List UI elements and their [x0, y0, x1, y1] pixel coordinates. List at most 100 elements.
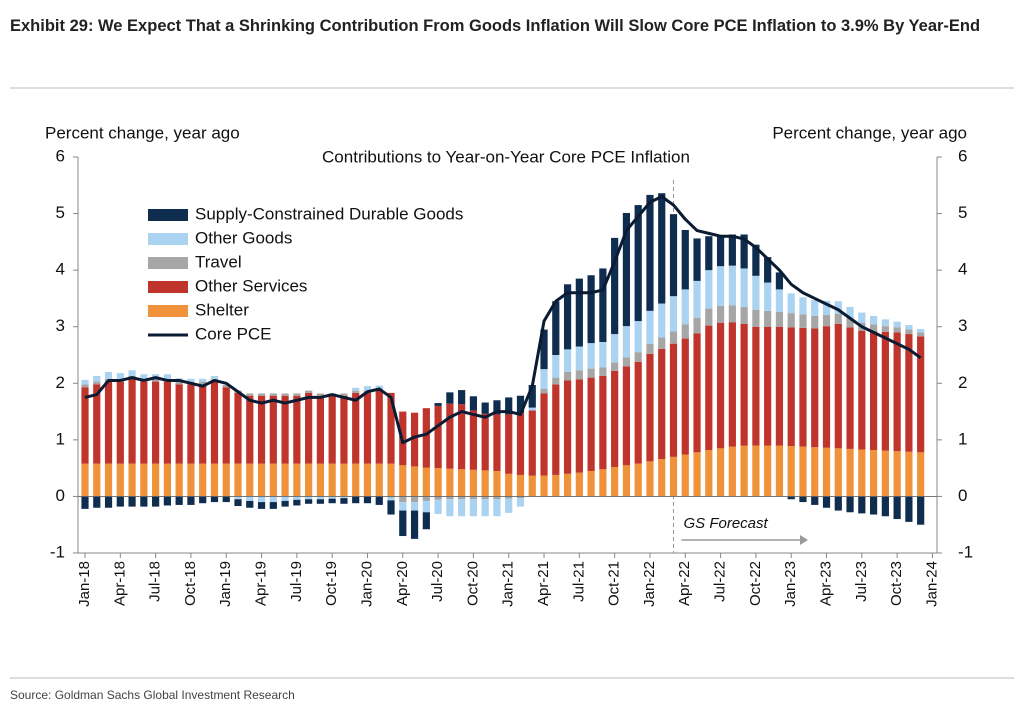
bar-segment — [493, 496, 501, 500]
x-tick-label: Oct-21 — [606, 561, 623, 606]
bar-segment — [257, 502, 266, 509]
bar-segment — [752, 275, 760, 310]
bar-segment — [410, 510, 419, 539]
bar-segment — [152, 496, 160, 507]
bar-segment — [281, 393, 289, 396]
bar-segment — [634, 463, 642, 497]
bar-segment — [422, 408, 430, 468]
bar-segment — [622, 357, 631, 367]
bar-segment — [669, 456, 678, 497]
bar-segment — [705, 270, 713, 309]
bar-segment — [740, 323, 748, 446]
bar-segment — [917, 336, 925, 453]
x-tick-label: Jul-22 — [712, 561, 729, 602]
x-tick-label: Apr-21 — [535, 561, 552, 606]
bar-segment — [199, 463, 207, 497]
y2-axis-label: Percent change, year ago — [772, 123, 967, 142]
y2-tick-label: 2 — [958, 373, 967, 392]
bar-segment — [434, 468, 442, 497]
bar-segment — [552, 377, 560, 385]
bar-segment — [563, 371, 572, 381]
bar-segment — [163, 381, 171, 464]
bar-segment — [858, 312, 866, 323]
bar-segment — [234, 499, 242, 507]
bar-segment — [81, 387, 89, 464]
bar-segment — [540, 388, 548, 394]
bar-segment — [905, 451, 913, 497]
bar-segment — [811, 300, 819, 316]
bar-segment — [764, 282, 772, 311]
bar-segment — [787, 446, 795, 497]
bar-segment — [140, 496, 148, 507]
bar-segment — [611, 334, 619, 363]
bar-segment — [646, 343, 654, 354]
bar-segment — [375, 496, 383, 505]
bar-segment — [693, 238, 701, 281]
bar-segment — [246, 463, 254, 497]
bar-segment — [410, 502, 419, 511]
bar-segment — [387, 497, 395, 501]
bar-segment — [305, 390, 313, 393]
bar-segment — [116, 496, 124, 507]
bar-segment — [846, 327, 854, 449]
bar-segment — [493, 400, 501, 415]
bar-segment — [175, 384, 183, 464]
bar-segment — [469, 469, 478, 497]
bar-segment — [293, 496, 301, 500]
bar-segment — [799, 327, 807, 447]
source: Source: Goldman Sachs Global Investment … — [10, 688, 295, 702]
bar-segment — [716, 235, 725, 267]
bar-segment — [869, 450, 878, 497]
bar-segment — [93, 375, 101, 382]
bar-segment — [540, 393, 548, 476]
bar-segment — [893, 327, 901, 333]
bar-segment — [516, 498, 525, 507]
bar-segment — [858, 496, 866, 514]
bar-segment — [881, 319, 889, 327]
bar-segment — [799, 297, 807, 315]
bar-segment — [399, 496, 407, 503]
bar-segment — [881, 450, 889, 497]
bar-segment — [446, 499, 454, 517]
bar-segment — [587, 470, 595, 497]
bar-segment — [469, 410, 478, 470]
bar-segment — [434, 496, 442, 500]
bar-segment — [316, 496, 324, 500]
bar-segment — [458, 499, 466, 517]
bar-segment — [705, 450, 713, 497]
bar-segment — [187, 378, 195, 382]
bar-segment — [104, 463, 113, 497]
legend-swatch — [148, 209, 188, 221]
x-tick-label: Oct-18 — [182, 561, 199, 606]
bar-segment — [163, 463, 171, 497]
bar-segment — [375, 385, 383, 389]
bar-segment — [199, 384, 207, 464]
bar-segment — [81, 463, 89, 497]
bar-segment — [446, 496, 454, 500]
bar-segment — [563, 380, 572, 474]
bar-segment — [93, 496, 101, 508]
bar-segment — [175, 381, 183, 385]
bar-segment — [128, 378, 136, 464]
bar-segment — [352, 387, 360, 391]
bar-segment — [481, 496, 489, 500]
bar-segment — [316, 395, 324, 464]
bar-segment — [269, 463, 277, 497]
bar-segment — [587, 377, 595, 471]
bar-segment — [528, 475, 536, 497]
bar-segment — [163, 374, 171, 379]
bar-segment — [658, 303, 666, 338]
bar-segment — [104, 496, 113, 508]
bar-segment — [846, 318, 854, 328]
annotation: GS Forecast — [684, 515, 769, 532]
bar-segment — [917, 496, 925, 525]
bar-segment — [257, 393, 266, 396]
bar-segment — [316, 499, 324, 504]
bar-segment — [575, 346, 583, 371]
bar-segment — [681, 454, 689, 497]
bar-segment — [799, 446, 807, 497]
bar-segment — [563, 349, 572, 372]
bar-segment — [305, 463, 313, 497]
bar-segment — [410, 496, 419, 503]
